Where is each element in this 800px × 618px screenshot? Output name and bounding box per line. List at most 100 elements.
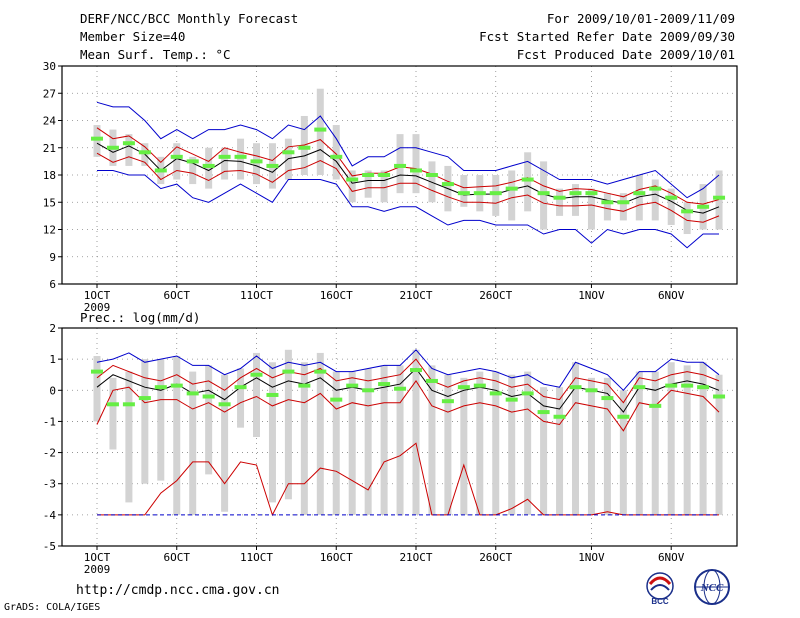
series-minimum bbox=[97, 170, 719, 249]
range-box bbox=[619, 390, 627, 515]
range-box bbox=[540, 387, 548, 515]
obs-marker bbox=[138, 396, 151, 401]
range-box bbox=[412, 134, 420, 194]
obs-marker bbox=[202, 394, 215, 399]
range-box bbox=[253, 143, 260, 185]
range-box bbox=[524, 152, 532, 212]
obs-marker bbox=[394, 163, 407, 168]
range-box bbox=[428, 365, 436, 515]
y-tick-label: 21 bbox=[43, 142, 56, 155]
precip-title: Prec.: log(mm/d) bbox=[80, 310, 200, 325]
range-box bbox=[173, 356, 181, 515]
series-lower-spread bbox=[96, 380, 720, 432]
series-ensemble-mean bbox=[96, 367, 720, 413]
x-tick-label: 26OCT bbox=[479, 551, 512, 564]
range-box bbox=[460, 175, 468, 207]
obs-marker bbox=[106, 402, 119, 407]
range-box bbox=[715, 374, 723, 515]
obs-marker bbox=[457, 385, 470, 390]
obs-marker bbox=[154, 385, 167, 390]
range-box bbox=[412, 349, 420, 515]
agency-logos: BCC NCC bbox=[646, 569, 730, 606]
obs-marker bbox=[266, 392, 279, 397]
range-box bbox=[253, 352, 260, 437]
range-box bbox=[109, 377, 117, 450]
range-box bbox=[444, 374, 452, 515]
obs-marker bbox=[330, 154, 343, 159]
obs-marker bbox=[250, 159, 263, 164]
series-lower-spread bbox=[96, 152, 720, 223]
obs-marker bbox=[234, 154, 247, 159]
x-tick-sublabel: 2009 bbox=[84, 301, 111, 314]
obs-marker bbox=[489, 191, 502, 196]
range-box bbox=[221, 374, 229, 512]
obs-marker bbox=[234, 385, 247, 390]
obs-marker bbox=[410, 368, 422, 373]
svg-text:NCC: NCC bbox=[700, 582, 724, 594]
range-box bbox=[237, 368, 245, 428]
obs-marker bbox=[346, 383, 359, 388]
range-box bbox=[587, 188, 595, 230]
obs-marker bbox=[505, 397, 518, 402]
obs-marker bbox=[553, 195, 566, 200]
obs-marker bbox=[202, 163, 215, 168]
obs-marker bbox=[154, 168, 167, 173]
ncc-logo: NCC bbox=[694, 569, 730, 605]
x-tick-label: 1NOV bbox=[578, 289, 605, 302]
obs-marker bbox=[314, 369, 327, 374]
obs-marker bbox=[218, 402, 231, 407]
obs-marker bbox=[697, 385, 710, 390]
range-box bbox=[316, 352, 324, 515]
obs-marker bbox=[282, 150, 295, 155]
range-box bbox=[619, 193, 627, 221]
range-box bbox=[173, 143, 181, 180]
range-box bbox=[348, 371, 356, 515]
forecast-period: For 2009/10/01-2009/11/09 bbox=[546, 11, 735, 26]
y-tick-label: -4 bbox=[43, 509, 57, 522]
variable-label: Mean Surf. Temp.: °C bbox=[80, 47, 231, 62]
y-tick-label: 27 bbox=[43, 87, 56, 100]
range-box bbox=[396, 365, 404, 515]
series-maximum bbox=[96, 101, 720, 199]
y-tick-label: 9 bbox=[49, 251, 56, 264]
range-box bbox=[699, 362, 707, 515]
range-box bbox=[205, 365, 213, 475]
obs-marker bbox=[633, 385, 646, 390]
obs-marker bbox=[553, 414, 566, 419]
obs-marker bbox=[425, 378, 438, 383]
range-box bbox=[524, 371, 532, 515]
obs-marker bbox=[250, 372, 263, 377]
x-tick-label: 21OCT bbox=[399, 289, 432, 302]
obs-marker bbox=[298, 383, 311, 388]
obs-marker bbox=[681, 209, 694, 214]
range-box bbox=[125, 371, 133, 503]
x-tick-label: 6OCT bbox=[164, 551, 191, 564]
x-tick-label: 16OCT bbox=[320, 551, 353, 564]
range-box bbox=[316, 88, 324, 175]
range-box bbox=[651, 371, 659, 515]
y-tick-label: 18 bbox=[43, 169, 56, 182]
obs-marker bbox=[170, 154, 183, 159]
range-box bbox=[189, 156, 197, 185]
y-tick-label: -5 bbox=[43, 540, 56, 553]
range-box bbox=[683, 365, 691, 515]
range-box bbox=[364, 170, 372, 198]
obs-marker bbox=[138, 150, 151, 155]
obs-marker bbox=[122, 141, 135, 146]
obs-marker bbox=[713, 394, 726, 399]
bcc-logo: BCC bbox=[646, 572, 674, 606]
obs-marker bbox=[665, 195, 678, 200]
obs-marker bbox=[441, 182, 454, 187]
range-box bbox=[141, 359, 149, 484]
range-box bbox=[157, 359, 165, 481]
obs-marker bbox=[537, 410, 550, 415]
source-url[interactable]: http://cmdp.ncc.cma.gov.cn bbox=[76, 583, 280, 598]
obs-marker bbox=[186, 159, 199, 164]
obs-marker bbox=[91, 136, 103, 141]
obs-marker bbox=[378, 173, 391, 177]
y-tick-label: 12 bbox=[43, 224, 56, 237]
range-box bbox=[556, 387, 564, 515]
x-tick-label: 16OCT bbox=[320, 289, 353, 302]
